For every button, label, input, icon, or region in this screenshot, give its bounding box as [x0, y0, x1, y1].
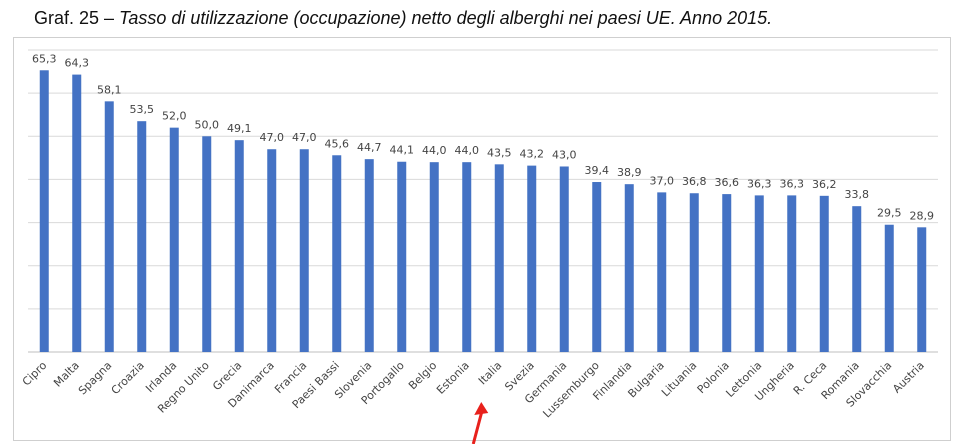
x-tick-label: Croazia — [109, 359, 147, 397]
bar — [819, 195, 829, 352]
bar-value-label: 44,1 — [390, 144, 415, 157]
bar — [527, 165, 537, 352]
bar — [689, 193, 699, 352]
bar — [364, 159, 374, 352]
chart-grid — [28, 49, 938, 353]
x-tick-label: Malta — [51, 359, 82, 390]
bar-value-label: 36,6 — [715, 176, 740, 189]
bar — [39, 70, 49, 352]
bar-value-label: 33,8 — [845, 188, 870, 201]
bar — [559, 166, 569, 352]
bar-value-label: 29,5 — [877, 207, 902, 220]
bar — [267, 149, 277, 352]
bar — [202, 136, 212, 352]
bar-value-label: 43,5 — [487, 146, 512, 159]
x-tick-label: Bulgaria — [625, 359, 666, 400]
bar-value-label: 39,4 — [585, 164, 610, 177]
bar — [494, 164, 504, 352]
bar-value-label: 43,0 — [552, 148, 577, 161]
bar-value-label: 45,6 — [325, 137, 350, 150]
bar — [657, 192, 667, 352]
x-tick-label: Italia — [476, 359, 504, 387]
bar — [169, 127, 179, 353]
bar — [104, 101, 114, 352]
bar — [787, 195, 797, 352]
x-tick-label: Cipro — [20, 359, 50, 389]
bar — [429, 162, 439, 352]
bar — [72, 74, 82, 352]
bar-value-label: 36,3 — [747, 177, 772, 190]
bar-value-label: 47,0 — [292, 131, 317, 144]
bar — [592, 182, 602, 352]
bar-value-label: 28,9 — [910, 209, 935, 222]
annotation-arrow-head — [474, 402, 489, 415]
bar — [234, 140, 244, 352]
bar-value-label: 64,3 — [65, 57, 90, 70]
annotation-arrow-shaft — [471, 409, 484, 444]
bar-value-label: 47,0 — [260, 131, 285, 144]
x-tick-label: Lussemburgo — [540, 359, 602, 421]
bar — [137, 121, 147, 352]
bar-value-label: 38,9 — [617, 166, 642, 179]
bar-value-label: 65,3 — [32, 52, 57, 65]
chart-title: Graf. 25 – Tasso di utilizzazione (occup… — [34, 8, 772, 29]
bar-value-label: 36,8 — [682, 175, 707, 188]
chart-frame — [13, 37, 951, 441]
chart-title-prefix: Graf. 25 – — [34, 8, 120, 28]
bar-value-label: 36,3 — [780, 177, 805, 190]
bar — [332, 155, 342, 352]
bar — [754, 195, 764, 352]
bar — [884, 224, 894, 352]
bar-value-label: 50,0 — [195, 118, 220, 131]
bar — [917, 227, 927, 352]
bar — [299, 149, 309, 352]
chart-value-labels: 65,3 64,3 58,1 53,5 52,0 50,0 49,1 47,0 47,0 45,6… — [32, 52, 934, 222]
bar-value-label: 49,1 — [227, 122, 252, 135]
x-tick-label: Estonia — [434, 359, 472, 397]
x-tick-label: Austria — [890, 359, 927, 396]
x-tick-label: Lituania — [659, 359, 699, 399]
bar-value-label: 43,2 — [520, 148, 545, 161]
bar-value-label: 53,5 — [130, 103, 155, 116]
bar — [624, 184, 634, 352]
bar — [722, 194, 732, 352]
bar-value-label: 44,7 — [357, 141, 382, 154]
x-tick-label: Spagna — [76, 359, 114, 397]
bar-value-label: 37,0 — [650, 174, 675, 187]
bar-value-label: 36,2 — [812, 178, 837, 191]
bar-value-label: 44,0 — [455, 144, 480, 157]
chart-annotations — [471, 402, 489, 444]
bar — [462, 162, 472, 352]
bar-value-label: 52,0 — [162, 110, 187, 123]
chart-bars — [39, 70, 927, 353]
bar — [397, 161, 407, 352]
bar-value-label: 58,1 — [97, 83, 122, 96]
chart-title-text: Tasso di utilizzazione (occupazione) net… — [119, 8, 773, 28]
bar — [852, 206, 862, 352]
bar-value-label: 44,0 — [422, 144, 447, 157]
